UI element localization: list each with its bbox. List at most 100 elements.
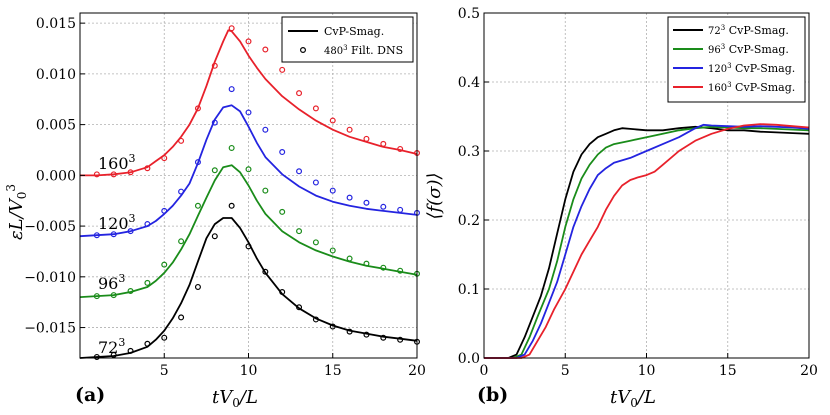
legend-a: CvP-Smag. 4803 Filt. DNS bbox=[281, 16, 414, 63]
y-axis-label-a: εL/V03 bbox=[4, 184, 29, 240]
tick-label-y-a: 0.005 bbox=[36, 118, 76, 134]
tick-label-x-b: 10 bbox=[638, 363, 656, 379]
tick-label-x-b: 15 bbox=[719, 363, 737, 379]
dns-marker bbox=[296, 304, 303, 311]
dns-marker bbox=[228, 86, 235, 93]
series-line-b bbox=[484, 125, 810, 359]
dns-marker bbox=[144, 340, 151, 347]
dns-marker bbox=[245, 109, 252, 116]
dns-marker bbox=[279, 149, 286, 156]
tick-label-y-a: 0.010 bbox=[36, 67, 76, 83]
tick-label-y-a: −0.015 bbox=[24, 321, 76, 337]
dns-marker bbox=[262, 46, 269, 53]
legend-b-label: 723 CvP-Smag. bbox=[708, 24, 789, 37]
dns-marker bbox=[245, 166, 252, 173]
dns-marker bbox=[161, 207, 168, 214]
x-axis-label-b: tV0/L bbox=[610, 387, 656, 410]
tick-label-y-b: 0.4 bbox=[458, 75, 480, 91]
dns-marker bbox=[110, 292, 117, 299]
dns-marker bbox=[279, 289, 286, 296]
tick-label-x-a: 20 bbox=[408, 363, 426, 379]
legend-marker-label: 4803 Filt. DNS bbox=[324, 44, 403, 57]
tick-label-y-b: 0.3 bbox=[458, 144, 480, 160]
dns-marker bbox=[312, 105, 319, 112]
legend-b-label: 963 CvP-Smag. bbox=[708, 43, 789, 56]
legend-box-a bbox=[281, 16, 414, 63]
tick-label-y-a: 0.015 bbox=[36, 16, 76, 32]
tick-label-x-b: 5 bbox=[561, 363, 570, 379]
series-line-a bbox=[79, 217, 418, 359]
dns-marker bbox=[211, 62, 218, 69]
tick-label-x-a: 5 bbox=[160, 363, 169, 379]
dns-marker bbox=[346, 328, 353, 335]
dns-marker bbox=[312, 316, 319, 323]
dns-marker bbox=[397, 206, 404, 213]
dns-marker bbox=[363, 260, 370, 267]
dns-marker bbox=[110, 231, 117, 238]
x-axis-label-a: tV0/L bbox=[212, 387, 258, 410]
dns-marker bbox=[127, 347, 134, 354]
dns-marker bbox=[127, 228, 134, 235]
dns-marker bbox=[93, 171, 100, 178]
dns-marker bbox=[262, 187, 269, 194]
dns-marker bbox=[93, 232, 100, 239]
dns-marker bbox=[380, 203, 387, 210]
dns-marker bbox=[245, 38, 252, 45]
panel-b: 0 5 10 15 20 0.0 0.1 0.2 0.3 0.4 0.5 (b) tV0/L ⟨f(… bbox=[424, 6, 818, 410]
dns-marker bbox=[178, 314, 185, 321]
dns-marker bbox=[245, 243, 252, 250]
series-line-b bbox=[484, 123, 810, 359]
dns-marker bbox=[380, 264, 387, 271]
markers-a bbox=[93, 25, 421, 360]
dns-marker bbox=[329, 323, 336, 330]
dns-marker bbox=[127, 288, 134, 295]
dns-marker bbox=[93, 353, 100, 360]
dns-marker bbox=[329, 247, 336, 254]
tick-label-x-a: 15 bbox=[324, 363, 342, 379]
dns-marker bbox=[279, 66, 286, 73]
ticks-a: 5 10 15 20 −0.015 −0.010 −0.005 0.000 0.005 0.010… bbox=[24, 16, 426, 379]
dns-marker bbox=[296, 90, 303, 97]
dns-marker bbox=[228, 144, 235, 151]
dns-marker bbox=[380, 140, 387, 147]
dns-marker bbox=[346, 126, 353, 133]
dns-marker bbox=[397, 336, 404, 343]
dns-marker bbox=[363, 331, 370, 338]
tick-label-y-b: 0.5 bbox=[458, 6, 480, 22]
dns-marker bbox=[127, 169, 134, 176]
legend-marker-res: 480 bbox=[324, 46, 343, 57]
dns-marker bbox=[144, 165, 151, 172]
dns-marker bbox=[93, 293, 100, 300]
curves-b bbox=[484, 123, 810, 359]
legend-b-label: 1603 CvP-Smag. bbox=[708, 81, 795, 94]
dns-marker bbox=[178, 188, 185, 195]
dns-marker bbox=[312, 239, 319, 246]
dns-marker bbox=[296, 168, 303, 175]
dns-marker bbox=[110, 171, 117, 178]
tick-label-y-a: −0.010 bbox=[24, 270, 76, 286]
legend-marker-res-exp: 3 bbox=[343, 44, 347, 52]
ticks-b: 0 5 10 15 20 0.0 0.1 0.2 0.3 0.4 0.5 bbox=[458, 6, 818, 379]
panel-a: 5 10 15 20 −0.015 −0.010 −0.005 0.000 0.005 0.010… bbox=[4, 12, 426, 410]
tick-label-x-a: 10 bbox=[240, 363, 258, 379]
y-axis-label-b: ⟨f(σ)⟩ bbox=[424, 172, 445, 219]
dns-marker bbox=[178, 137, 185, 144]
res-label-120: 1203 bbox=[98, 212, 136, 233]
dns-marker bbox=[296, 228, 303, 235]
dns-marker bbox=[346, 194, 353, 201]
dns-marker bbox=[110, 351, 117, 358]
series-line-a bbox=[79, 104, 418, 238]
dns-marker bbox=[329, 187, 336, 194]
dns-marker bbox=[144, 279, 151, 286]
panel-label-b: (b) bbox=[477, 384, 508, 406]
dns-marker bbox=[262, 126, 269, 133]
legend-b: 723 CvP-Smag. 963 CvP-Smag. 1203 CvP-Smag.… bbox=[667, 16, 806, 103]
dns-marker bbox=[279, 208, 286, 215]
series-line-b bbox=[484, 125, 810, 359]
dns-marker bbox=[380, 334, 387, 341]
legend-marker-swatch bbox=[300, 46, 307, 53]
res-label-160: 1603 bbox=[98, 152, 136, 173]
dns-marker bbox=[194, 283, 201, 290]
dns-marker bbox=[211, 119, 218, 126]
dns-marker bbox=[346, 255, 353, 262]
